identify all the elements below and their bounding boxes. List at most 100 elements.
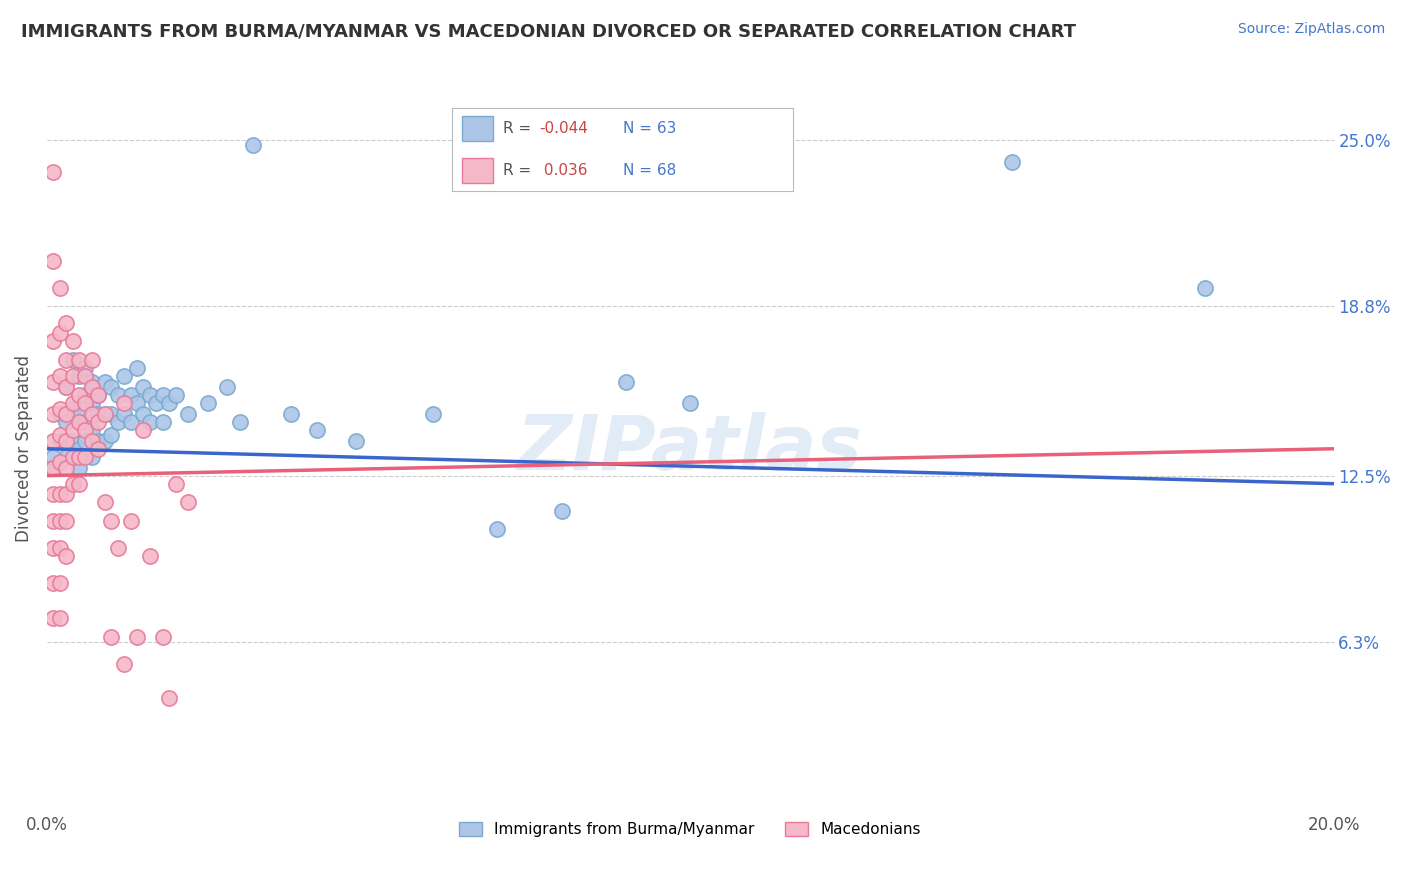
- Point: [75, 396, 97, 410]
- Point: [80, 380, 103, 394]
- Point: [145, 396, 167, 410]
- Point: [42, 407, 65, 421]
- Point: [1194, 281, 1216, 295]
- Point: [55, 415, 77, 429]
- Point: [94, 434, 117, 448]
- Point: [75, 361, 97, 376]
- Point: [49, 487, 72, 501]
- Point: [67, 407, 90, 421]
- Point: [49, 369, 72, 384]
- Point: [165, 476, 187, 491]
- Point: [197, 396, 219, 410]
- Point: [67, 450, 90, 464]
- Point: [550, 503, 572, 517]
- Point: [67, 460, 90, 475]
- Point: [344, 434, 367, 448]
- Point: [42, 334, 65, 349]
- Point: [49, 611, 72, 625]
- Point: [280, 407, 302, 421]
- Point: [125, 361, 148, 376]
- Point: [87, 442, 110, 456]
- Point: [42, 460, 65, 475]
- Point: [75, 423, 97, 437]
- Point: [67, 353, 90, 368]
- Point: [49, 407, 72, 421]
- Point: [139, 415, 162, 429]
- Point: [107, 541, 129, 555]
- Point: [165, 388, 187, 402]
- Point: [100, 380, 122, 394]
- Point: [94, 495, 117, 509]
- Point: [87, 388, 110, 402]
- Point: [42, 487, 65, 501]
- Point: [679, 396, 702, 410]
- Point: [55, 434, 77, 448]
- Point: [67, 476, 90, 491]
- Point: [75, 415, 97, 429]
- Point: [49, 434, 72, 448]
- Point: [42, 253, 65, 268]
- Point: [55, 380, 77, 394]
- Text: Source: ZipAtlas.com: Source: ZipAtlas.com: [1237, 22, 1385, 37]
- Point: [139, 388, 162, 402]
- Point: [62, 450, 84, 464]
- Point: [112, 369, 135, 384]
- Point: [67, 415, 90, 429]
- Point: [132, 380, 155, 394]
- Point: [42, 375, 65, 389]
- Legend: Immigrants from Burma/Myanmar, Macedonians: Immigrants from Burma/Myanmar, Macedonia…: [453, 816, 927, 844]
- Point: [42, 434, 65, 448]
- Point: [49, 401, 72, 416]
- Point: [62, 353, 84, 368]
- Point: [62, 434, 84, 448]
- Point: [422, 407, 444, 421]
- Point: [80, 396, 103, 410]
- Point: [614, 375, 637, 389]
- Point: [75, 369, 97, 384]
- Point: [49, 281, 72, 295]
- Point: [49, 326, 72, 341]
- Point: [100, 428, 122, 442]
- Point: [55, 380, 77, 394]
- Point: [62, 423, 84, 437]
- Point: [215, 380, 238, 394]
- Point: [157, 396, 180, 410]
- Point: [55, 407, 77, 421]
- Point: [80, 450, 103, 464]
- Point: [107, 415, 129, 429]
- Point: [152, 388, 174, 402]
- Point: [1001, 154, 1024, 169]
- Point: [80, 423, 103, 437]
- Point: [177, 495, 200, 509]
- Point: [87, 407, 110, 421]
- Point: [120, 415, 142, 429]
- Point: [55, 460, 77, 475]
- Point: [112, 396, 135, 410]
- Point: [49, 576, 72, 591]
- Point: [55, 487, 77, 501]
- Text: ZIPatlas: ZIPatlas: [517, 412, 863, 486]
- Point: [80, 353, 103, 368]
- Point: [107, 388, 129, 402]
- Point: [177, 407, 200, 421]
- Point: [42, 611, 65, 625]
- Point: [100, 630, 122, 644]
- Text: IMMIGRANTS FROM BURMA/MYANMAR VS MACEDONIAN DIVORCED OR SEPARATED CORRELATION CH: IMMIGRANTS FROM BURMA/MYANMAR VS MACEDON…: [21, 22, 1076, 40]
- Point: [94, 407, 117, 421]
- Point: [42, 165, 65, 179]
- Point: [49, 514, 72, 528]
- Point: [67, 369, 90, 384]
- Point: [486, 522, 509, 536]
- Point: [42, 541, 65, 555]
- Point: [120, 388, 142, 402]
- Point: [112, 657, 135, 671]
- Point: [139, 549, 162, 563]
- Point: [62, 396, 84, 410]
- Point: [157, 691, 180, 706]
- Point: [242, 138, 264, 153]
- Point: [125, 396, 148, 410]
- Point: [152, 415, 174, 429]
- Point: [94, 407, 117, 421]
- Point: [55, 450, 77, 464]
- Point: [55, 316, 77, 330]
